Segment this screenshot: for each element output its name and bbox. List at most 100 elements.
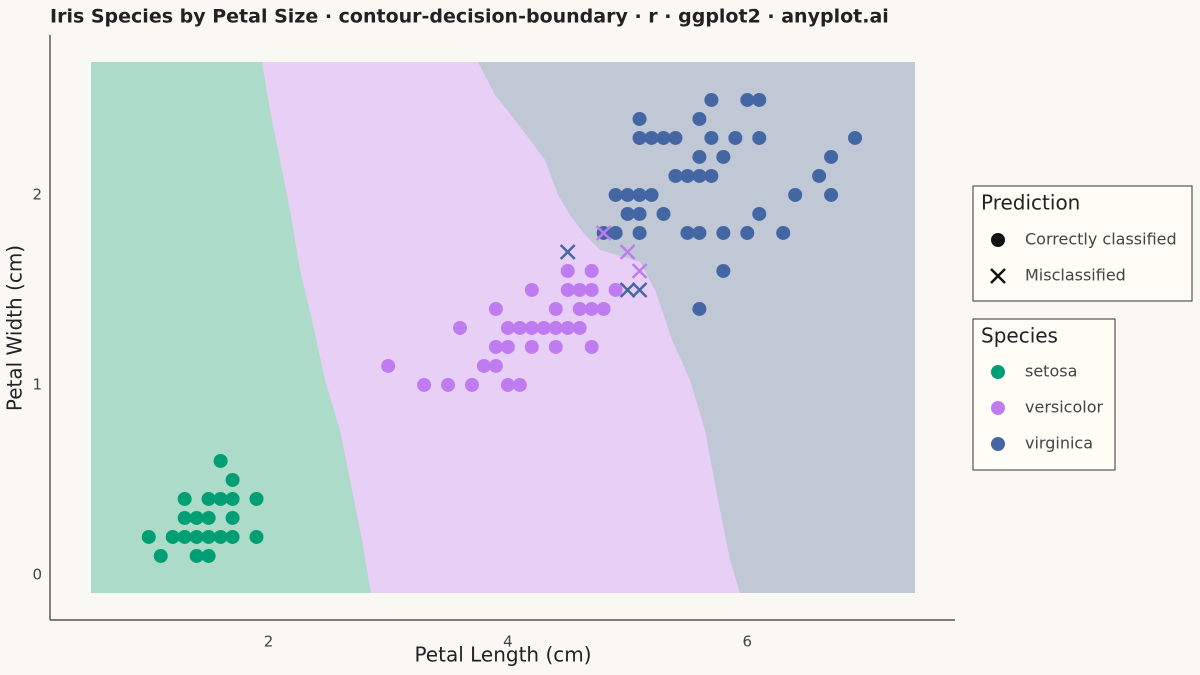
point [213, 453, 228, 468]
point [632, 130, 647, 145]
point [417, 377, 432, 392]
point [584, 339, 599, 354]
point [812, 168, 827, 183]
point [249, 529, 264, 544]
point [488, 301, 503, 316]
x-tick-label: 6 [743, 633, 753, 651]
point [740, 92, 755, 107]
point [704, 130, 719, 145]
point [824, 149, 839, 164]
point [189, 510, 204, 525]
misclassified-point [619, 282, 636, 298]
point [201, 548, 216, 563]
point [548, 339, 563, 354]
point [225, 472, 240, 487]
legend-prediction: Prediction Correctly classified Misclass… [972, 185, 1193, 302]
point [201, 510, 216, 525]
point [548, 301, 563, 316]
point [668, 130, 683, 145]
point [584, 301, 599, 316]
y-tick-label: 1 [32, 375, 42, 393]
point [632, 206, 647, 221]
point [656, 206, 671, 221]
point [716, 263, 731, 278]
point [644, 130, 659, 145]
point [225, 529, 240, 544]
point [692, 168, 707, 183]
legend-key [990, 268, 1006, 284]
x-tick-label: 2 [264, 633, 274, 651]
y-tick-label: 0 [32, 565, 42, 583]
x-axis-title: Petal Length (cm) [414, 643, 591, 667]
point [824, 187, 839, 202]
point [512, 320, 527, 335]
point [656, 130, 671, 145]
point [177, 510, 192, 525]
point [512, 377, 527, 392]
point [692, 111, 707, 126]
legend-key [991, 365, 1005, 379]
point [453, 320, 468, 335]
legend-title: Species [981, 324, 1058, 348]
x-tick-label: 4 [503, 633, 513, 651]
region-setosa [91, 62, 371, 593]
point [560, 282, 575, 297]
point [596, 301, 611, 316]
point [752, 130, 767, 145]
point [788, 187, 803, 202]
misclassified-point [631, 263, 648, 279]
point [608, 225, 623, 240]
point [632, 111, 647, 126]
point [692, 301, 707, 316]
legend-label: versicolor [1025, 398, 1103, 417]
legend-label: Correctly classified [1025, 230, 1177, 249]
point [848, 130, 863, 145]
point [716, 149, 731, 164]
point [548, 320, 563, 335]
point [213, 491, 228, 506]
point [632, 187, 647, 202]
point [441, 377, 456, 392]
chart-title: Iris Species by Petal Size · contour-dec… [50, 6, 889, 28]
y-axis-title: Petal Width (cm) [3, 245, 27, 411]
point [488, 358, 503, 373]
point [153, 548, 168, 563]
point [692, 225, 707, 240]
point [381, 358, 396, 373]
point [620, 187, 635, 202]
point [704, 92, 719, 107]
point [189, 548, 204, 563]
point [692, 149, 707, 164]
point [213, 529, 228, 544]
point [644, 187, 659, 202]
point [201, 491, 216, 506]
y-tick-label: 2 [32, 185, 42, 203]
point [740, 225, 755, 240]
legend-key [991, 437, 1005, 451]
legend-key [991, 233, 1005, 247]
point [716, 225, 731, 240]
misclassified-point [595, 225, 612, 241]
point [560, 263, 575, 278]
point [201, 529, 216, 544]
point [752, 92, 767, 107]
point [189, 529, 204, 544]
point [632, 225, 647, 240]
point [524, 282, 539, 297]
point [500, 339, 515, 354]
point [584, 282, 599, 297]
point [728, 130, 743, 145]
point [536, 320, 551, 335]
point [225, 491, 240, 506]
point [165, 529, 180, 544]
point [680, 225, 695, 240]
point [584, 263, 599, 278]
misclassified-point [619, 244, 636, 260]
point [572, 282, 587, 297]
point [608, 187, 623, 202]
legend-title: Prediction [981, 191, 1080, 215]
point [776, 225, 791, 240]
point [572, 320, 587, 335]
point [500, 377, 515, 392]
